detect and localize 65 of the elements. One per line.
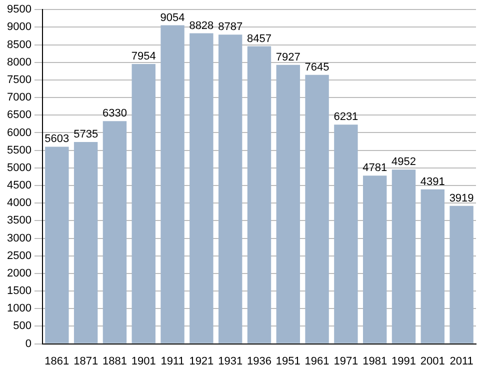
x-tick-label: 1981 bbox=[362, 355, 388, 368]
x-tick-label: 1951 bbox=[276, 355, 300, 368]
y-tick-label: 8000 bbox=[6, 56, 32, 68]
x-tick-label: 2001 bbox=[420, 355, 445, 368]
data-label: 8457 bbox=[246, 32, 272, 45]
data-label: 5735 bbox=[74, 128, 98, 141]
y-tick-label: 2000 bbox=[6, 267, 32, 280]
x-tick-label: 1861 bbox=[44, 355, 70, 368]
data-label: 7927 bbox=[276, 51, 300, 64]
y-tick-label: 6000 bbox=[6, 126, 32, 139]
bar bbox=[420, 189, 444, 344]
bar bbox=[334, 124, 358, 344]
bar bbox=[392, 170, 416, 344]
bar bbox=[362, 176, 387, 344]
bar bbox=[102, 121, 127, 344]
x-tick-label: 2011 bbox=[450, 355, 474, 368]
x-tick-label: 1991 bbox=[392, 355, 416, 368]
y-tick-label: 5000 bbox=[6, 162, 32, 174]
y-tick-label: 6500 bbox=[6, 109, 32, 122]
data-label: 4391 bbox=[420, 176, 445, 188]
x-tick-label: 1871 bbox=[74, 355, 98, 368]
y-tick-label: 3500 bbox=[6, 214, 32, 227]
x-tick-label: 1931 bbox=[218, 355, 243, 368]
y-tick-label: 5500 bbox=[6, 144, 32, 156]
y-tick-label: 500 bbox=[13, 320, 32, 332]
data-label: 8828 bbox=[189, 20, 214, 32]
data-label: 6330 bbox=[102, 108, 127, 120]
y-tick-label: 7000 bbox=[6, 92, 32, 104]
data-label: 7954 bbox=[131, 50, 156, 63]
data-label: 5603 bbox=[44, 133, 70, 146]
bar bbox=[74, 142, 98, 344]
data-label: 9054 bbox=[160, 12, 185, 24]
bar bbox=[132, 64, 156, 344]
y-tick-label: 4500 bbox=[6, 180, 32, 192]
x-tick-label: 1971 bbox=[334, 355, 358, 368]
x-tick-label: 1921 bbox=[189, 355, 214, 368]
data-label: 3919 bbox=[449, 192, 474, 204]
bar bbox=[276, 64, 300, 344]
bar bbox=[45, 146, 69, 344]
y-tick-label: 7500 bbox=[6, 74, 32, 86]
bar bbox=[305, 74, 329, 344]
bar bbox=[190, 33, 214, 344]
bar bbox=[218, 34, 242, 344]
x-tick-label: 1881 bbox=[102, 355, 127, 368]
x-tick-label: 1961 bbox=[304, 355, 330, 368]
y-tick-label: 3000 bbox=[6, 232, 32, 244]
x-tick-label: 1901 bbox=[131, 355, 156, 368]
y-tick-label: 1000 bbox=[6, 302, 32, 315]
y-tick-label: 1500 bbox=[6, 285, 32, 298]
y-tick-label: 0 bbox=[25, 338, 32, 350]
y-tick-label: 8500 bbox=[6, 38, 32, 51]
y-tick-label: 9000 bbox=[6, 21, 32, 34]
bar bbox=[450, 206, 474, 344]
data-label: 4952 bbox=[392, 156, 416, 168]
y-tick-label: 9500 bbox=[6, 4, 32, 16]
y-tick-label: 2500 bbox=[6, 250, 32, 262]
data-label: 4781 bbox=[362, 162, 388, 174]
bar bbox=[247, 46, 272, 344]
data-label: 8787 bbox=[218, 21, 243, 34]
y-tick-label: 4000 bbox=[6, 197, 32, 210]
bar bbox=[160, 25, 184, 344]
data-label: 7645 bbox=[304, 61, 330, 74]
data-label: 6231 bbox=[334, 111, 358, 124]
x-tick-label: 1936 bbox=[246, 355, 272, 368]
x-tick-label: 1911 bbox=[160, 355, 184, 368]
